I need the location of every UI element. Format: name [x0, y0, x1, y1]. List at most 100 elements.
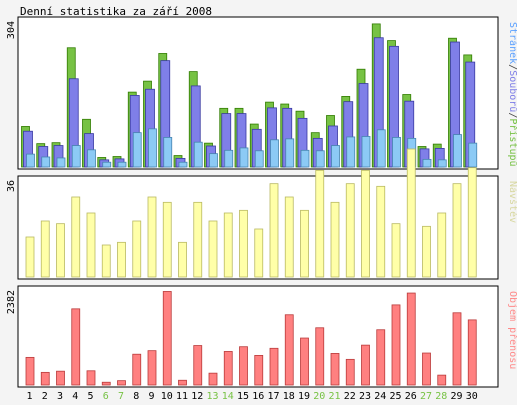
day-tick-label: 11	[176, 391, 188, 402]
bar-bottom-Objem přenosu-3	[56, 370, 65, 386]
day-tick-label: 13	[206, 391, 218, 402]
side-label-part: /	[507, 112, 517, 118]
bar-bottom-Objem přenosu-30	[467, 319, 477, 386]
bar-top-Stránek-22	[346, 136, 356, 168]
side-label-part: Stránek	[507, 22, 517, 64]
bar-bottom-Objem přenosu-24	[376, 329, 386, 386]
bar-bottom-Objem přenosu-5	[86, 370, 96, 386]
bar-bottom-Objem přenosu-20	[315, 327, 325, 386]
day-tick-label: 20	[313, 391, 325, 402]
bar-middle-Návštěv-16	[254, 228, 264, 278]
bar-top-Stránek-13	[209, 153, 218, 168]
day-tick-label: 21	[328, 391, 340, 402]
day-tick-label: 18	[283, 391, 295, 402]
bar-top-Stránek-3	[56, 157, 66, 168]
bar-bottom-Objem přenosu-10	[162, 291, 172, 386]
day-tick-label: 5	[87, 391, 93, 402]
bar-bottom-Objem přenosu-6	[101, 381, 111, 386]
bar-bottom-Objem přenosu-21	[330, 353, 340, 386]
day-tick-label: 3	[57, 391, 63, 402]
bar-top-Stránek-21	[331, 145, 340, 168]
bar-middle-Návštěv-26	[406, 148, 416, 278]
bar-bottom-Objem přenosu-9	[147, 350, 157, 386]
bar-top-Stránek-29	[453, 134, 462, 168]
bar-top-Stránek-30	[468, 142, 478, 168]
bar-top-Stránek-24	[376, 129, 386, 168]
day-tick-label: 25	[389, 391, 401, 402]
bar-top-Stránek-15	[239, 147, 249, 168]
bar-middle-Návštěv-30	[467, 167, 477, 278]
side-label-part: Objem přenosu	[507, 291, 517, 369]
bar-top-Stránek-12	[193, 141, 203, 168]
bar-middle-Návštěv-17	[269, 183, 279, 278]
bar-bottom-Objem přenosu-16	[254, 354, 264, 386]
bar-top-Stránek-20	[315, 150, 325, 168]
bar-bottom-Objem přenosu-17	[269, 347, 279, 386]
day-tick-label: 29	[450, 391, 462, 402]
day-tick-label: 17	[267, 391, 279, 402]
bar-bottom-Objem přenosu-27	[422, 352, 431, 386]
side-label-part: /	[507, 64, 517, 70]
bar-top-Stránek-2	[41, 156, 51, 168]
bar-middle-Návštěv-2	[40, 220, 50, 278]
bar-bottom-Objem přenosu-19	[300, 337, 309, 386]
bar-middle-Návštěv-11	[178, 241, 187, 278]
bar-middle-Návštěv-1	[25, 236, 35, 278]
bar-top-Stránek-9	[148, 128, 157, 168]
bar-bottom-Objem přenosu-13	[208, 372, 218, 386]
bar-bottom-Objem přenosu-29	[452, 312, 462, 386]
bar-middle-Návštěv-8	[132, 220, 142, 278]
bar-middle-Návštěv-5	[86, 212, 96, 278]
day-tick-label: 14	[222, 391, 234, 402]
ymax-label-top: 304	[6, 21, 17, 39]
bar-top-Stránek-5	[87, 149, 96, 168]
side-label-middle: Návštěv	[507, 181, 517, 223]
bar-middle-Návštěv-10	[162, 201, 172, 278]
bar-top-Stránek-25	[392, 137, 401, 168]
bar-top-Stránek-7	[117, 161, 127, 168]
day-tick-label: 27	[420, 391, 432, 402]
bar-middle-Návštěv-20	[315, 169, 325, 278]
bar-bottom-Objem přenosu-26	[406, 292, 416, 386]
bar-middle-Návštěv-29	[452, 183, 462, 278]
day-tick-label: 12	[191, 391, 203, 402]
day-tick-label: 16	[252, 391, 264, 402]
bar-bottom-Objem přenosu-12	[193, 345, 203, 386]
bar-bottom-Objem přenosu-14	[223, 351, 233, 386]
bar-middle-Návštěv-4	[71, 196, 81, 278]
day-tick-label: 26	[405, 391, 417, 402]
day-tick-label: 15	[237, 391, 249, 402]
bar-middle-Návštěv-13	[208, 220, 218, 278]
bar-bottom-Objem přenosu-8	[132, 353, 142, 386]
bar-middle-Návštěv-18	[284, 196, 294, 278]
bar-middle-Návštěv-25	[391, 223, 401, 278]
day-tick-label: 23	[359, 391, 371, 402]
bar-top-Stránek-11	[178, 161, 188, 168]
day-tick-label: 19	[298, 391, 310, 402]
day-tick-label: 22	[344, 391, 356, 402]
bar-middle-Návštěv-21	[330, 201, 340, 278]
day-tick-label: 9	[148, 391, 154, 402]
day-tick-label: 4	[72, 391, 78, 402]
side-label-part: Návštěv	[507, 181, 517, 223]
day-tick-label: 6	[103, 391, 109, 402]
bar-bottom-Objem přenosu-4	[71, 308, 81, 386]
bar-middle-Návštěv-15	[239, 209, 248, 278]
side-label-bottom: Objem přenosu	[507, 291, 517, 369]
bar-top-Stránek-28	[437, 159, 447, 168]
bar-bottom-Objem přenosu-15	[239, 346, 248, 386]
bar-middle-Návštěv-6	[101, 244, 111, 278]
bar-top-Stránek-16	[254, 150, 264, 168]
day-tick-label: 30	[466, 391, 478, 402]
ymax-label-bottom: 2382	[6, 290, 17, 314]
bar-middle-Návštěv-23	[361, 169, 370, 278]
bar-middle-Návštěv-3	[56, 223, 65, 278]
chart-title: Denní statistika za září 2008	[20, 5, 213, 18]
day-tick-label: 24	[374, 391, 386, 402]
bar-top-Stránek-19	[300, 149, 310, 168]
bar-middle-Návštěv-7	[117, 241, 126, 278]
day-tick-label: 28	[435, 391, 447, 402]
day-tick-label: 7	[118, 391, 124, 402]
